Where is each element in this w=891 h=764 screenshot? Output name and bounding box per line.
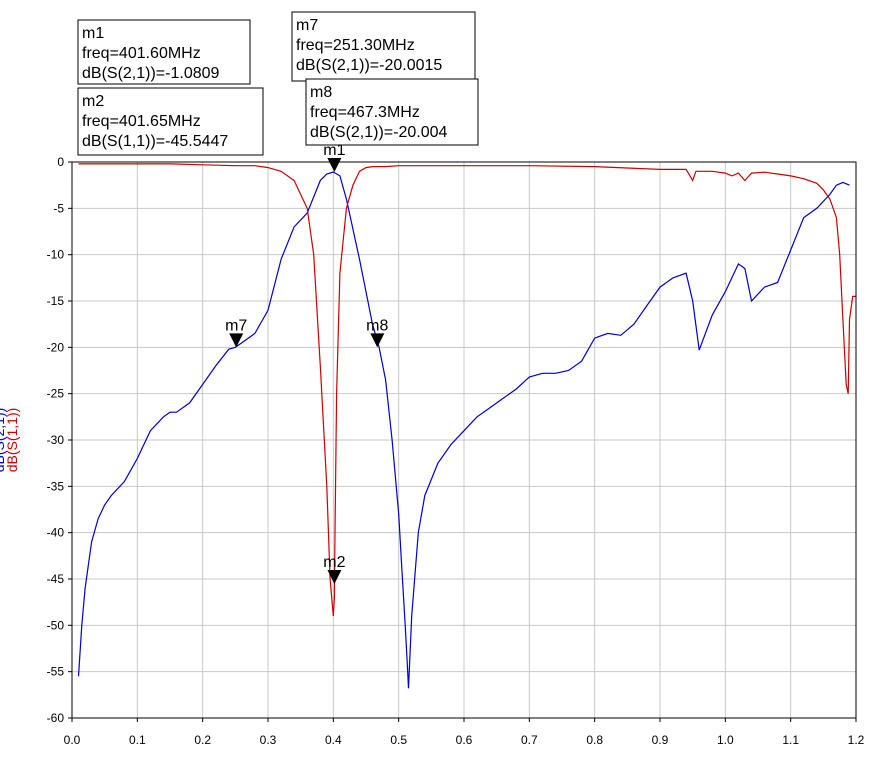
readout-line: m7 xyxy=(296,17,318,34)
x-tick-label: 0.8 xyxy=(586,733,603,747)
readout-line: dB(S(2,1))=-1.0809 xyxy=(82,65,220,82)
x-tick-label: 0.9 xyxy=(652,733,669,747)
marker-m8 xyxy=(370,333,385,348)
readout-line: freq=251.30MHz xyxy=(296,37,415,54)
marker-m1 xyxy=(327,158,342,173)
y-tick-label: -10 xyxy=(47,248,65,262)
readout-line: freq=401.65MHz xyxy=(82,113,201,130)
marker-m2 xyxy=(327,570,342,585)
x-tick-label: 0.5 xyxy=(390,733,407,747)
readout-line: m1 xyxy=(82,25,104,42)
x-tick-label: 1.1 xyxy=(782,733,799,747)
marker-m7 xyxy=(229,333,244,348)
y-tick-label: -55 xyxy=(47,665,65,679)
x-tick-labels: 0.0 0.1 0.2 0.3 0.4 0.5 0.6 0.7 0.8 0.9 1.0 1.1 1.2 xyxy=(64,718,865,747)
series-line-s21 xyxy=(77,171,850,689)
x-tick-label: 0.2 xyxy=(194,733,211,747)
readout-box xyxy=(291,11,476,82)
grid xyxy=(72,162,856,718)
x-tick-label: 1.0 xyxy=(717,733,734,747)
y-tick-label: -45 xyxy=(47,572,65,586)
y-tick-label: -40 xyxy=(47,526,65,540)
y-tick-label: -30 xyxy=(47,433,65,447)
readout-line: m2 xyxy=(82,93,104,110)
readout-line: dB(S(1,1))=-45.5447 xyxy=(82,133,228,150)
readout-box xyxy=(77,19,251,85)
series-line-s11 xyxy=(78,163,856,617)
marker-label-m7: m7 xyxy=(225,317,247,334)
x-tick-label: 0.3 xyxy=(260,733,277,747)
marker-label-m1: m1 xyxy=(323,142,345,159)
y-axis-label: dB(S(1,1)) xyxy=(4,408,20,473)
x-tick-label: 0.1 xyxy=(129,733,146,747)
y-tick-label: -5 xyxy=(53,201,64,215)
x-tick-label: 1.2 xyxy=(848,733,865,747)
marker-label-m8: m8 xyxy=(366,317,388,334)
readout-line: dB(S(2,1))=-20.0015 xyxy=(296,57,442,74)
x-tick-label: 0.0 xyxy=(64,733,81,747)
readout-line: m8 xyxy=(310,84,332,101)
y-tick-label: -35 xyxy=(47,479,65,493)
x-tick-label: 0.4 xyxy=(325,733,342,747)
curves xyxy=(77,163,856,689)
y-tick-label: -60 xyxy=(47,711,65,725)
y-tick-label: -15 xyxy=(47,294,65,308)
y-tick-label: -50 xyxy=(47,618,65,632)
marker-label-m2: m2 xyxy=(323,554,345,571)
y-tick-label: -20 xyxy=(47,340,65,354)
markers: m1 m2 m7 m8 xyxy=(225,142,389,585)
readout-box xyxy=(77,87,264,156)
y-tick-labels: 0 -5 -10 -15 -20 -25 -30 -35 -40 -45 -50 -55 -60 xyxy=(47,155,72,725)
x-tick-label: 0.7 xyxy=(521,733,538,747)
y-axis-label: dB(S(2,1)) xyxy=(0,408,7,473)
marker-readouts: m1 freq=401.60MHz dB(S(2,1))=-1.0809 m2 freq… xyxy=(77,11,479,156)
readout-line: freq=467.3MHz xyxy=(310,104,420,121)
readout-box xyxy=(305,78,479,146)
x-tick-label: 0.6 xyxy=(456,733,473,747)
readout-line: freq=401.60MHz xyxy=(82,45,201,62)
y-tick-label: 0 xyxy=(57,155,64,169)
y-tick-label: -25 xyxy=(47,387,65,401)
y-axis-labels: dB(S(2,1))dB(S(1,1)) xyxy=(0,408,20,473)
readout-line: dB(S(2,1))=-20.004 xyxy=(310,124,448,141)
